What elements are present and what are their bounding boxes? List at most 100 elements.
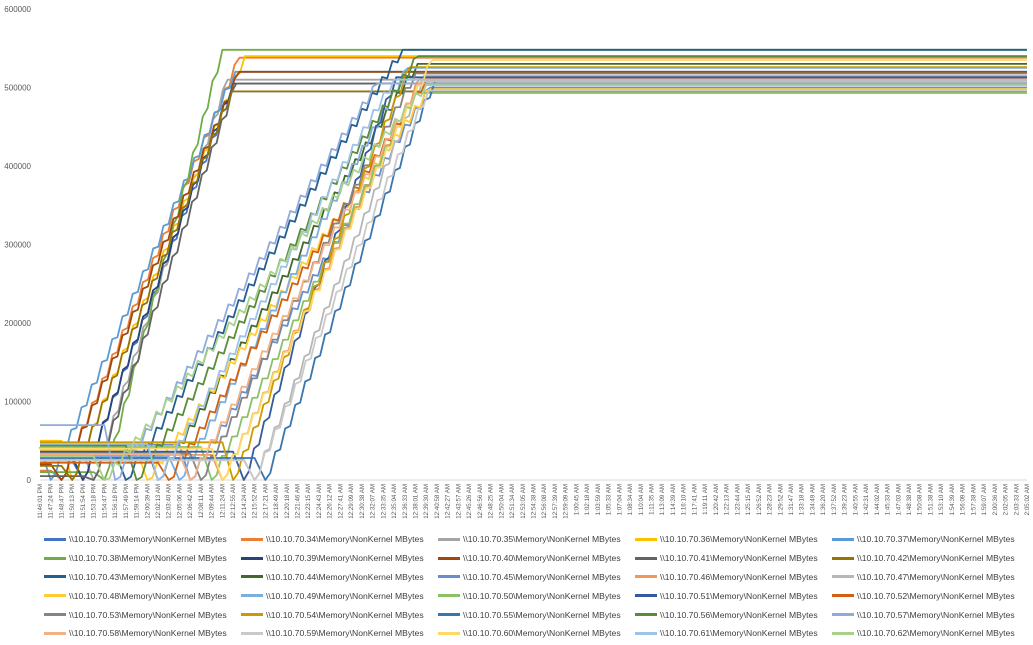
legend-item: \\10.10.70.50\Memory\NonKernel MBytes [438, 591, 635, 601]
legend-item: \\10.10.70.61\Memory\NonKernel MBytes [635, 628, 832, 638]
y-tick-label: 0 [27, 476, 32, 485]
x-tick-label: 1:33:18 AM [799, 484, 806, 515]
legend-swatch [438, 631, 460, 635]
legend-swatch [241, 537, 263, 541]
y-tick-label: 100000 [4, 398, 31, 407]
series-line [40, 55, 1027, 481]
x-tick-label: 12:56:08 AM [541, 484, 548, 519]
legend-item: \\10.10.70.34\Memory\NonKernel MBytes [241, 534, 438, 544]
x-tick-label: 1:47:03 AM [895, 484, 902, 515]
x-tick-label: 11:47:24 PM [48, 484, 55, 519]
memory-line-chart: 0 100000 200000 300000 400000 500000 600000 11… [4, 5, 1031, 519]
series-line [40, 56, 1027, 481]
legend-item: \\10.10.70.51\Memory\NonKernel MBytes [635, 591, 832, 601]
series-line [40, 48, 1027, 481]
legend-swatch [832, 537, 854, 541]
x-tick-label: 12:30:38 AM [359, 484, 366, 519]
legend-label: \\10.10.70.62\Memory\NonKernel MBytes [857, 628, 1015, 639]
x-tick-label: 12:45:26 AM [466, 484, 473, 519]
series-line [40, 80, 1027, 481]
x-tick-label: 1:23:44 AM [734, 484, 741, 515]
legend-label: \\10.10.70.54\Memory\NonKernel MBytes [266, 609, 424, 620]
x-tick-label: 12:38:01 AM [412, 484, 419, 519]
legend-label: \\10.10.70.60\Memory\NonKernel MBytes [463, 628, 621, 639]
legend-label: \\10.10.70.57\Memory\NonKernel MBytes [857, 609, 1015, 620]
x-tick-label: 12:54:38 AM [531, 484, 538, 519]
x-tick-label: 11:54:47 PM [101, 484, 108, 519]
series-line [40, 55, 1027, 481]
x-tick-label: 1:00:45 AM [573, 484, 580, 515]
x-tick-label: 12:27:41 AM [337, 484, 344, 519]
legend-swatch [832, 631, 854, 635]
legend-swatch [438, 537, 460, 541]
legend-item: \\10.10.70.59\Memory\NonKernel MBytes [241, 628, 438, 638]
x-tick-label: 1:53:10 AM [938, 484, 945, 515]
y-tick-label: 400000 [4, 162, 31, 171]
x-tick-label: 12:12:55 AM [230, 484, 237, 519]
x-tick-label: 12:51:34 AM [509, 484, 516, 519]
legend-row: \\10.10.70.43\Memory\NonKernel MBytes \\1… [44, 568, 1029, 587]
legend-swatch [832, 575, 854, 579]
x-tick-label: 1:28:23 AM [767, 484, 774, 515]
x-tick-label: 12:57:39 AM [552, 484, 559, 519]
legend-swatch [635, 631, 657, 635]
x-tick-label: 1:36:20 AM [820, 484, 827, 515]
series-line [40, 82, 1027, 481]
y-axis: 0 100000 200000 300000 400000 500000 600000 [4, 5, 31, 485]
legend-label: \\10.10.70.40\Memory\NonKernel MBytes [463, 553, 621, 564]
legend-label: \\10.10.70.34\Memory\NonKernel MBytes [266, 534, 424, 545]
series-line [40, 92, 1027, 481]
x-tick-label: 12:08:11 AM [198, 484, 205, 518]
legend-label: \\10.10.70.58\Memory\NonKernel MBytes [69, 628, 227, 639]
legend-swatch [241, 613, 263, 617]
legend-row: \\10.10.70.48\Memory\NonKernel MBytes \\1… [44, 586, 1029, 605]
series-line [40, 88, 1027, 481]
legend-label: \\10.10.70.52\Memory\NonKernel MBytes [857, 590, 1015, 601]
x-tick-label: 1:19:11 AM [702, 484, 709, 515]
legend-swatch [635, 613, 657, 617]
x-tick-label: 1:39:23 AM [842, 484, 849, 515]
legend-item: \\10.10.70.58\Memory\NonKernel MBytes [44, 628, 241, 638]
x-tick-label: 1:45:33 AM [885, 484, 892, 515]
legend-label: \\10.10.70.45\Memory\NonKernel MBytes [463, 571, 621, 582]
x-tick-label: 12:23:15 AM [305, 484, 312, 519]
x-tick-label: 1:40:55 AM [852, 484, 859, 515]
series-line [40, 84, 1027, 481]
legend-row: \\10.10.70.53\Memory\NonKernel MBytes \\1… [44, 605, 1029, 624]
plot-lines [39, 48, 1027, 481]
x-tick-label: 12:11:24 AM [219, 484, 226, 518]
x-tick-label: 1:51:38 AM [927, 484, 934, 515]
x-tick-label: 12:14:24 AM [241, 484, 248, 519]
x-tick-label: 1:56:09 AM [960, 484, 967, 515]
x-tick-label: 11:53:18 PM [91, 484, 98, 519]
legend-swatch [635, 556, 657, 560]
x-tick-label: 1:22:13 AM [724, 484, 731, 515]
legend-item: \\10.10.70.54\Memory\NonKernel MBytes [241, 610, 438, 620]
x-tick-label: 1:05:33 AM [606, 484, 613, 515]
series-line [40, 48, 1027, 481]
legend-swatch [241, 631, 263, 635]
legend-row: \\10.10.70.58\Memory\NonKernel MBytes \\1… [44, 624, 1029, 643]
series-line [39, 70, 1027, 481]
x-tick-label: 12:05:06 AM [176, 484, 183, 519]
legend-label: \\10.10.70.47\Memory\NonKernel MBytes [857, 571, 1015, 582]
x-axis: 11:46:01 PM 11:47:24 PM 11:48:47 PM 11:50:1… [37, 479, 1031, 519]
x-tick-label: 11:56:18 PM [112, 484, 119, 519]
series-line [40, 78, 1027, 481]
legend-swatch [44, 556, 66, 560]
x-tick-label: 12:42:27 AM [445, 484, 452, 519]
x-tick-label: 1:10:04 AM [638, 484, 645, 515]
legend-item: \\10.10.70.53\Memory\NonKernel MBytes [44, 610, 241, 620]
legend-label: \\10.10.70.38\Memory\NonKernel MBytes [69, 553, 227, 564]
series-line [40, 74, 1027, 481]
legend-label: \\10.10.70.33\Memory\NonKernel MBytes [69, 534, 227, 545]
legend-label: \\10.10.70.59\Memory\NonKernel MBytes [266, 628, 424, 639]
legend-swatch [44, 594, 66, 598]
legend-swatch [832, 556, 854, 560]
series-line [40, 67, 1027, 481]
x-tick-label: 12:18:49 AM [273, 484, 280, 519]
y-tick-label: 500000 [4, 84, 31, 93]
x-tick-label: 12:21:46 AM [294, 484, 301, 519]
legend-label: \\10.10.70.41\Memory\NonKernel MBytes [660, 553, 818, 564]
x-tick-label: 12:09:44 AM [209, 484, 216, 519]
